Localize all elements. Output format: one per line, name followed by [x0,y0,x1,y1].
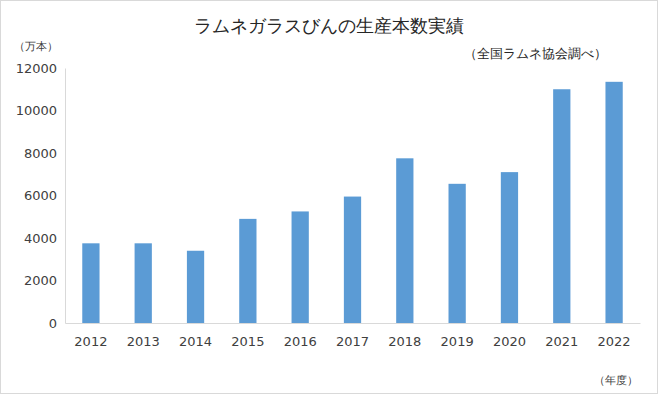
y-tick-label: 10000 [16,103,57,118]
x-tick-label: 2015 [231,334,264,349]
y-tick: 2000 [24,273,65,288]
x-tick-label: 2016 [284,334,317,349]
x-tick: 2013 [127,323,160,349]
y-tick-label: 0 [49,316,57,331]
x-axis-line [66,323,641,324]
x-tick: 2015 [231,323,264,349]
chart: 0200040006000800010000120002012201320142… [0,0,658,394]
bar [292,211,309,323]
x-tick-label: 2018 [388,334,421,349]
x-tick-label: 2014 [179,334,212,349]
x-tick: 2019 [441,323,474,349]
bar [239,219,256,323]
y-axis: 0 2000 4000 6000 8000 10000 12000 [16,61,66,331]
x-tick-label: 2022 [598,334,631,349]
x-tick: 2016 [284,323,317,349]
bar [344,197,361,323]
title: ラムネガラスびんの生産本数実績 [194,15,464,36]
bar [501,172,518,323]
x-tick: 2017 [336,323,369,349]
bar [82,243,99,323]
y-tick-label: 4000 [24,231,57,246]
x-axis: 2012 2013 2014 2015 2016 2017 2018 2019 2020 2021… [66,323,641,349]
x-axis-title: （年度） [594,374,638,387]
y-axis-title: （万本） [14,40,58,53]
x-tick: 2012 [74,323,107,349]
bar [396,158,413,323]
x-tick: 2018 [388,323,421,349]
y-tick-label: 12000 [16,61,57,76]
y-axis-line [65,69,66,324]
bar [553,89,570,323]
y-tick: 10000 [16,103,65,118]
y-tick-label: 2000 [24,273,57,288]
y-tick-label: 6000 [24,188,57,203]
y-tick-label: 8000 [24,146,57,161]
chart-border [1,1,658,394]
bar [449,184,466,323]
x-tick-label: 2017 [336,334,369,349]
x-tick: 2022 [598,323,631,349]
y-tick: 12000 [16,61,65,76]
bar [135,243,152,323]
x-tick: 2014 [179,323,212,349]
x-tick: 2021 [545,323,578,349]
y-tick: 8000 [24,146,65,161]
x-tick-label: 2012 [74,334,107,349]
bars [82,82,622,323]
y-tick: 0 [49,316,65,331]
subtitle: （全国ラムネ協会調べ） [464,46,607,61]
x-tick: 2020 [493,323,526,349]
x-tick-label: 2021 [545,334,578,349]
x-tick-label: 2019 [441,334,474,349]
y-tick: 4000 [24,231,65,246]
bar [187,251,204,323]
bar [605,82,622,323]
x-tick-label: 2020 [493,334,526,349]
x-tick-label: 2013 [127,334,160,349]
y-tick: 6000 [24,188,65,203]
